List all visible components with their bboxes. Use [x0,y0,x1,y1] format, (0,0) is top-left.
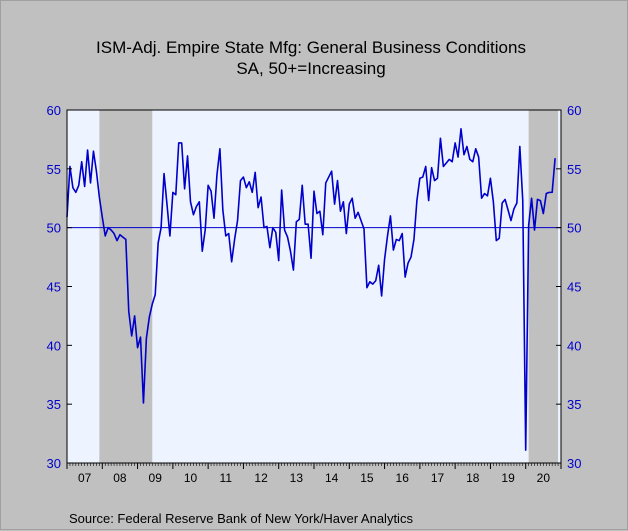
y-tick-label-right-40: 40 [567,338,581,353]
y-tick-label-right-60: 60 [567,103,581,118]
x-tick-label-15: 15 [360,471,374,485]
y-tick-label-left-60: 60 [47,103,61,118]
y-tick-label-left-40: 40 [47,338,61,353]
x-tick-label-13: 13 [290,471,304,485]
y-tick-label-left-55: 55 [47,162,61,177]
y-tick-label-left-30: 30 [47,456,61,471]
y-tick-label-right-30: 30 [567,456,581,471]
y-tick-label-right-35: 35 [567,397,581,412]
chart-subtitle: SA, 50+=Increasing [236,59,385,78]
y-tick-label-right-55: 55 [567,162,581,177]
y-tick-label-right-45: 45 [567,280,581,295]
x-tick-label-18: 18 [466,471,480,485]
y-axis-left: 30 35 40 45 50 55 60 [47,103,72,471]
y-tick-label-right-50: 50 [567,221,581,236]
x-tick-label-19: 19 [501,471,515,485]
x-tick-label-09: 09 [149,471,163,485]
x-axis: 07 08 09 10 11 12 13 14 15 16 17 18 19 20 [66,463,562,485]
series-line-1 [66,128,556,451]
y-tick-label-left-50: 50 [47,221,61,236]
x-tick-label-20: 20 [537,471,551,485]
chart-title: ISM-Adj. Empire State Mfg: General Busin… [96,38,526,57]
x-tick-label-17: 17 [431,471,445,485]
source-note: Source: Federal Reserve Bank of New York… [69,511,413,526]
y-axis-right: 30 35 40 45 50 55 60 [556,103,581,471]
x-tick-label-10: 10 [184,471,198,485]
recession-band-1 [99,110,153,463]
recession-band-2 [528,110,559,463]
x-tick-label-16: 16 [396,471,410,485]
recession-shading [99,110,559,463]
series-layer [66,128,556,451]
x-tick-label-12: 12 [254,471,268,485]
x-tick-label-14: 14 [325,471,339,485]
y-tick-label-left-45: 45 [47,280,61,295]
y-tick-label-left-35: 35 [47,397,61,412]
x-tick-label-07: 07 [78,471,92,485]
x-tick-label-08: 08 [113,471,127,485]
plot-area [66,109,562,464]
x-tick-label-11: 11 [220,471,233,485]
